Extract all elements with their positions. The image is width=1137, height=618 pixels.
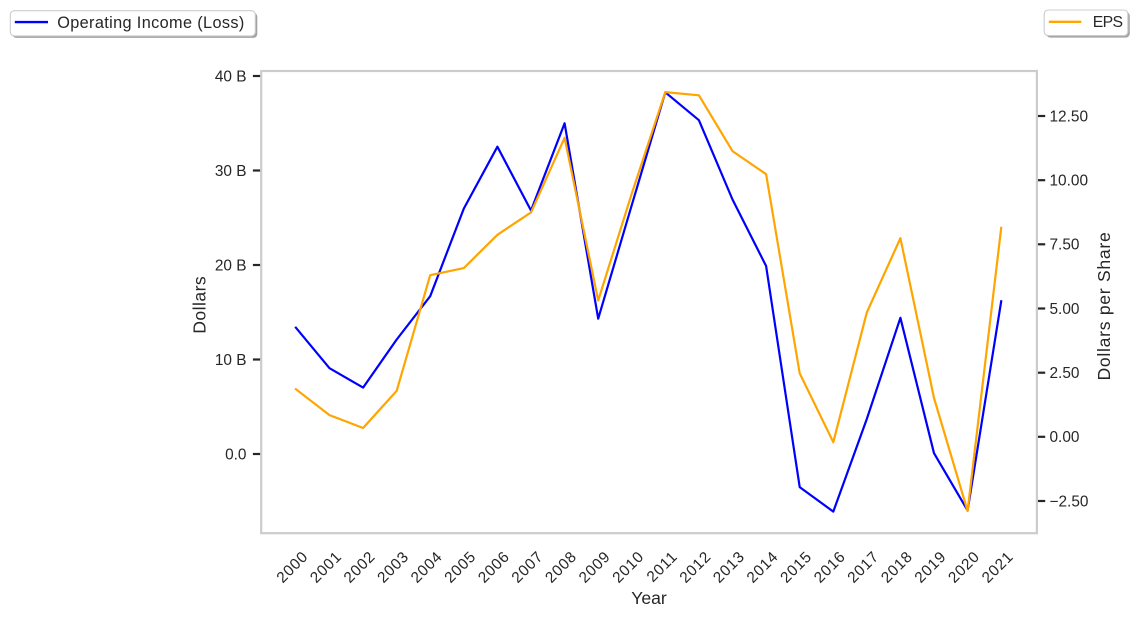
svg-text:0.0: 0.0 [225,446,246,463]
svg-text:Year: Year [631,588,667,608]
svg-text:Dollars: Dollars [189,276,209,334]
svg-text:5.00: 5.00 [1050,301,1080,318]
svg-text:−2.50: −2.50 [1050,493,1089,510]
svg-text:10 B: 10 B [215,352,247,369]
svg-text:7.50: 7.50 [1050,237,1080,254]
svg-text:2.50: 2.50 [1050,365,1080,382]
svg-text:40 B: 40 B [215,68,247,85]
svg-text:10.00: 10.00 [1050,173,1089,190]
svg-text:Operating Income (Loss): Operating Income (Loss) [57,14,244,32]
svg-text:12.50: 12.50 [1050,108,1089,125]
svg-text:EPS: EPS [1093,14,1123,31]
svg-text:30 B: 30 B [215,163,247,180]
svg-text:0.00: 0.00 [1050,429,1080,446]
svg-text:20 B: 20 B [215,257,247,274]
svg-text:Dollars per Share: Dollars per Share [1094,232,1114,381]
